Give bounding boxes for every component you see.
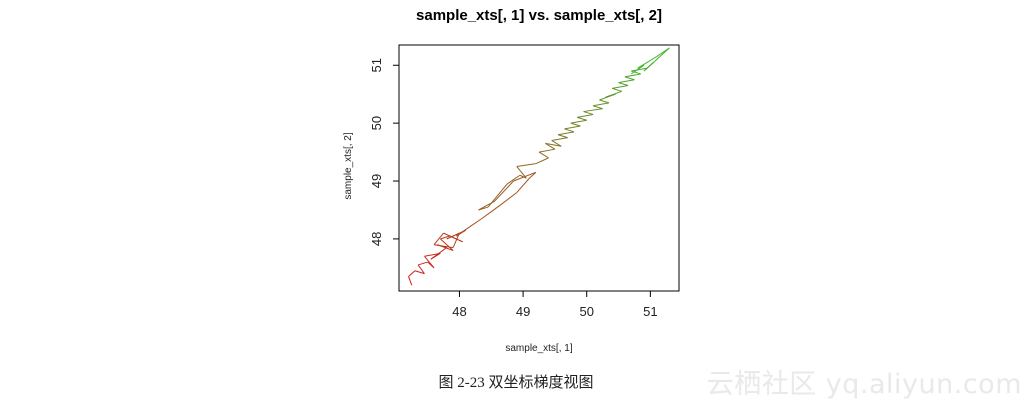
watermark: 云栖社区 yq.aliyun.com — [706, 369, 1022, 400]
series-segment — [551, 137, 568, 141]
series-segment — [570, 119, 587, 124]
series-segment — [516, 177, 530, 193]
series-segment — [455, 226, 470, 237]
y-axis-label: sample_xts[, 2] — [343, 132, 354, 199]
series-segment — [487, 183, 508, 208]
x-tick-label: 49 — [516, 304, 530, 319]
series-segment — [516, 163, 536, 168]
series-segment — [433, 244, 454, 249]
series-segment — [577, 116, 587, 121]
chart-title: sample_xts[, 1] vs. sample_xts[, 2] — [416, 7, 662, 24]
x-axis-label: sample_xts[, 1] — [505, 343, 572, 354]
x-tick-label: 50 — [579, 304, 593, 319]
series-segment — [535, 157, 549, 165]
series-segment — [440, 238, 454, 251]
x-tick-label: 51 — [643, 304, 657, 319]
series-segment — [605, 90, 622, 98]
series-segment — [599, 99, 610, 104]
series-segment — [408, 270, 416, 277]
series-segment — [564, 125, 581, 130]
series-segment — [481, 206, 498, 220]
series-segment — [551, 140, 562, 147]
series-segment — [656, 47, 670, 57]
series-segment — [564, 128, 575, 133]
series-segment — [452, 232, 460, 248]
series-segment — [618, 79, 635, 84]
series-segment — [506, 174, 521, 185]
series-segment — [516, 166, 527, 179]
series-segment — [624, 73, 641, 78]
series-segment — [583, 108, 603, 113]
y-tick-label: 50 — [369, 116, 384, 130]
chart: sample_xts[, 1] vs. sample_xts[, 2] 48 49… — [343, 7, 680, 354]
series-segment — [417, 261, 428, 266]
series-segment — [538, 148, 555, 153]
plot-frame — [398, 44, 680, 292]
series-segment — [612, 87, 622, 92]
series-segment — [583, 111, 594, 115]
series-segment — [630, 64, 645, 75]
series-segment — [624, 76, 635, 81]
figure-caption: 图 2-23 双坐标梯度视图 — [438, 375, 594, 391]
y-axis: 48 49 50 51 — [369, 58, 400, 246]
series-segment — [494, 180, 514, 202]
series-segment — [570, 122, 581, 127]
series-segment — [545, 142, 562, 147]
series-segment — [519, 174, 527, 179]
series-segment — [631, 70, 641, 75]
series-segment — [618, 82, 629, 86]
series-segment — [408, 276, 413, 286]
series-segment — [592, 105, 603, 110]
x-axis: 48 49 50 51 — [452, 290, 658, 319]
series-segment — [577, 113, 594, 118]
series-segment — [443, 232, 463, 243]
series-segment — [417, 264, 425, 274]
series-segment — [643, 47, 670, 72]
y-tick-label: 48 — [369, 232, 384, 246]
series-segment — [529, 171, 537, 179]
series-segment — [612, 85, 629, 89]
series-segment — [538, 151, 549, 159]
y-tick-label: 51 — [369, 58, 384, 72]
series-path — [408, 47, 670, 286]
series-segment — [545, 142, 556, 150]
series-segment — [440, 235, 451, 240]
series-segment — [557, 134, 568, 139]
x-tick-label: 48 — [452, 304, 466, 319]
series-segment — [558, 131, 575, 136]
series-segment — [414, 270, 425, 275]
series-segment — [468, 218, 483, 228]
series-segment — [497, 192, 518, 208]
series-segment — [433, 232, 444, 246]
series-segment — [593, 102, 610, 107]
series-segment — [631, 67, 648, 72]
series-segment — [478, 206, 489, 211]
series-segment — [430, 247, 448, 260]
y-tick-label: 49 — [369, 174, 384, 188]
series-segment — [424, 255, 435, 269]
